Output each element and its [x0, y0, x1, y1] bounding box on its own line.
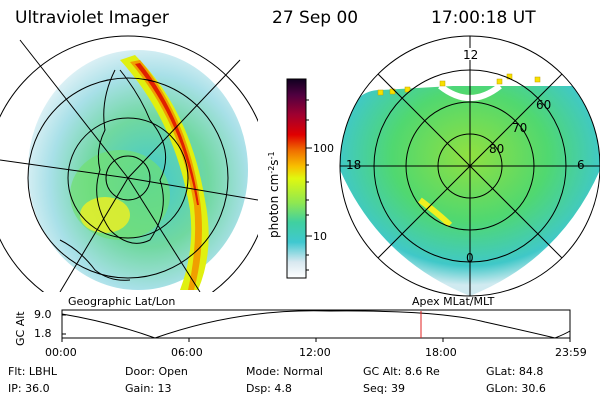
geo-image	[0, 35, 258, 292]
apex-caption: Apex MLat/MLT	[412, 295, 495, 308]
mlt-label-18: 18	[346, 158, 361, 172]
colorbar-unit: photon cm-2s-1	[267, 151, 281, 238]
apex-grid	[339, 35, 600, 297]
date-label: 27 Sep 00	[272, 8, 359, 28]
footer-glon: GLon: 30.6	[486, 382, 546, 395]
footer-gc-alt: GC Alt: 8.6 Re	[363, 365, 440, 378]
orbit-ytick-high: 9.0	[34, 308, 52, 321]
orbit-xtick-1800: 18:00	[425, 346, 457, 359]
colorbar	[286, 78, 307, 279]
colorbar-tick-100: 100	[313, 142, 334, 155]
footer-glat: GLat: 84.8	[486, 365, 544, 378]
time-label: 17:00:18 UT	[431, 8, 536, 28]
orbit-xtick-1200: 12:00	[299, 346, 331, 359]
instrument-title: Ultraviolet Imager	[15, 8, 169, 28]
altitude-curve	[61, 310, 571, 339]
mlt-label-6: 6	[577, 158, 585, 172]
footer-gain: Gain: 13	[125, 382, 172, 395]
footer-ip: IP: 36.0	[8, 382, 50, 395]
orbit-ylabel: GC Alt	[14, 311, 27, 346]
footer-seq: Seq: 39	[363, 382, 405, 395]
footer-flt: Flt: LBHL	[8, 365, 57, 378]
footer-dsp: Dsp: 4.8	[246, 382, 292, 395]
orbit-plot	[61, 309, 571, 342]
mlat-label-80: 80	[489, 142, 504, 156]
orbit-xtick-2359: 23:59	[555, 346, 587, 359]
footer-door: Door: Open	[125, 365, 188, 378]
colorbar-tick-10: 10	[313, 230, 327, 243]
mlat-label-60: 60	[536, 98, 551, 112]
mlat-label-70: 70	[512, 121, 527, 135]
orbit-ytick-low: 1.8	[34, 327, 52, 340]
orbit-xtick-0600: 06:00	[171, 346, 203, 359]
mlt-label-12: 12	[463, 48, 478, 62]
geo-caption: Geographic Lat/Lon	[68, 295, 175, 308]
mlt-label-0: 0	[466, 251, 474, 265]
footer-mode: Mode: Normal	[246, 365, 323, 378]
orbit-xtick-0000: 00:00	[45, 346, 77, 359]
